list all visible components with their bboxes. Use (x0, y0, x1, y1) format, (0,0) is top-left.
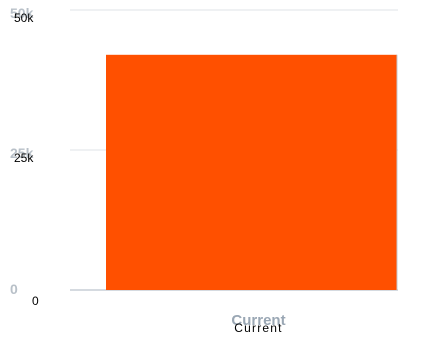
y-tick-label: 0 (32, 294, 39, 308)
bar[interactable] (106, 54, 397, 290)
bars (106, 54, 398, 290)
y-tick-label-shadow: 50k (10, 5, 34, 21)
y-tick-label-shadow: 25k (10, 145, 34, 161)
y-tick-label-shadow: 0 (10, 281, 18, 297)
y-tick-label: 25k (14, 151, 34, 165)
x-category-label-shadow: Current (231, 312, 285, 329)
y-tick-label: 50k (14, 11, 34, 25)
x-category-label: Current (234, 321, 282, 335)
